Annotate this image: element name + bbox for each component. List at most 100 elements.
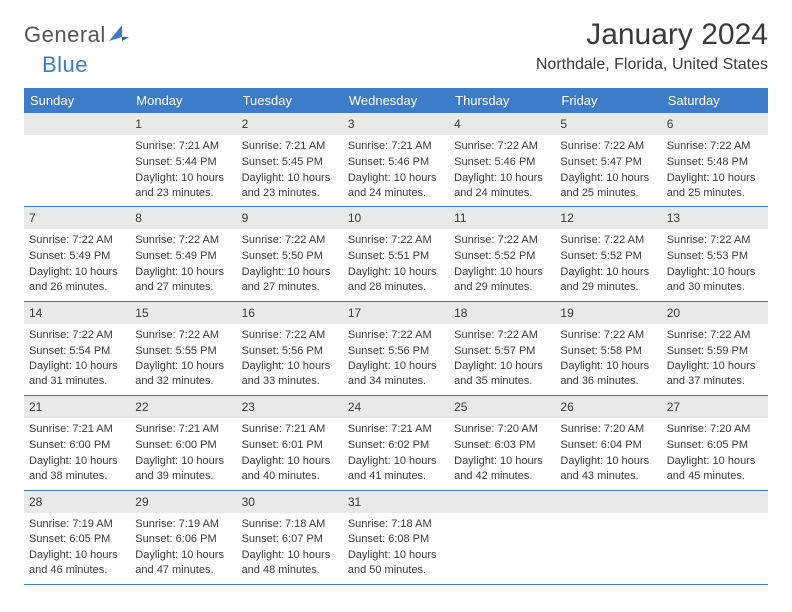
day-number: 24 (348, 398, 444, 416)
sunset-text: Sunset: 5:44 PM (135, 155, 231, 170)
sunset-text: Sunset: 6:08 PM (348, 532, 444, 547)
sunset-text: Sunset: 6:05 PM (29, 532, 125, 547)
daylight-text: Daylight: 10 hours and 39 minutes. (135, 454, 231, 484)
day-number-cell: 6 (662, 113, 768, 135)
sunset-text: Sunset: 5:58 PM (560, 344, 656, 359)
sunset-text: Sunset: 5:56 PM (348, 344, 444, 359)
day-cell: Sunrise: 7:19 AMSunset: 6:05 PMDaylight:… (24, 513, 130, 584)
sunrise-text: Sunrise: 7:21 AM (348, 139, 444, 154)
day-number: 20 (667, 304, 763, 322)
day-number-cell: 30 (237, 491, 343, 513)
sunset-text: Sunset: 6:04 PM (560, 438, 656, 453)
day-cell (662, 513, 768, 584)
sunrise-text: Sunrise: 7:22 AM (29, 233, 125, 248)
daylight-text: Daylight: 10 hours and 24 minutes. (348, 171, 444, 201)
sunrise-text: Sunrise: 7:22 AM (560, 328, 656, 343)
week-row: Sunrise: 7:19 AMSunset: 6:05 PMDaylight:… (24, 513, 768, 585)
day-number-cell: 28 (24, 491, 130, 513)
daylight-text: Daylight: 10 hours and 41 minutes. (348, 454, 444, 484)
day-number-row: 14151617181920 (24, 302, 768, 324)
sunrise-text: Sunrise: 7:21 AM (242, 422, 338, 437)
day-number: 22 (135, 398, 231, 416)
day-number-row: 21 22 23 24 2526 27 (24, 396, 768, 418)
sunrise-text: Sunrise: 7:22 AM (454, 233, 550, 248)
day-number-cell: 17 (343, 302, 449, 324)
sunset-text: Sunset: 5:59 PM (667, 344, 763, 359)
sunset-text: Sunset: 5:50 PM (242, 249, 338, 264)
day-number: 23 (242, 398, 338, 416)
day-number-cell: 8 (130, 207, 236, 229)
day-header: Saturday (662, 88, 768, 113)
day-number: 31 (348, 493, 444, 511)
day-cell: Sunrise: 7:20 AMSunset: 6:03 PMDaylight:… (449, 418, 555, 489)
sunrise-text: Sunrise: 7:22 AM (667, 328, 763, 343)
daylight-text: Daylight: 10 hours and 43 minutes. (560, 454, 656, 484)
day-number: 1 (135, 115, 231, 133)
sunrise-text: Sunrise: 7:22 AM (135, 328, 231, 343)
page: General January 2024 Northdale, Florida,… (0, 0, 792, 595)
daylight-text: Daylight: 10 hours and 45 minutes. (667, 454, 763, 484)
day-cell: Sunrise: 7:22 AMSunset: 5:55 PMDaylight:… (130, 324, 236, 395)
day-number: 7 (29, 209, 125, 227)
day-number: 17 (348, 304, 444, 322)
day-cell: Sunrise: 7:22 AMSunset: 5:54 PMDaylight:… (24, 324, 130, 395)
day-number-cell: 16 (237, 302, 343, 324)
week-row: Sunrise: 7:22 AM Sunset: 5:49 PM Daylight:… (24, 229, 768, 301)
day-cell: Sunrise: 7:22 AMSunset: 5:53 PMDaylight:… (662, 229, 768, 300)
daylight-text: Daylight: 10 hours and 25 minutes. (667, 171, 763, 201)
sunrise-text: Sunrise: 7:22 AM (242, 328, 338, 343)
day-cell: Sunrise: 7:21 AMSunset: 5:46 PMDaylight:… (343, 135, 449, 206)
sunrise-text: Sunrise: 7:20 AM (667, 422, 763, 437)
day-number: 5 (560, 115, 656, 133)
sunset-text: Sunset: 5:49 PM (135, 249, 231, 264)
day-number-cell: 31 (343, 491, 449, 513)
day-cell: Sunrise: 7:21 AMSunset: 5:44 PMDaylight:… (130, 135, 236, 206)
sunrise-text: Sunrise: 7:22 AM (454, 139, 550, 154)
day-cell: Sunrise: 7:22 AMSunset: 5:49 PMDaylight:… (24, 229, 130, 300)
daylight-text: Daylight: 10 hours and 37 minutes. (667, 359, 763, 389)
daylight-text: Daylight: 10 hours and 26 minutes. (29, 265, 125, 295)
sunrise-text: Sunrise: 7:21 AM (135, 422, 231, 437)
day-number-cell: 20 (662, 302, 768, 324)
day-number-cell: 14 (24, 302, 130, 324)
daylight-text: Daylight: 10 hours and 42 minutes. (454, 454, 550, 484)
day-number: 27 (667, 398, 763, 416)
sunset-text: Sunset: 6:03 PM (454, 438, 550, 453)
day-cell: Sunrise: 7:22 AMSunset: 5:52 PMDaylight:… (449, 229, 555, 300)
day-number-cell: 21 (24, 396, 130, 418)
sunset-text: Sunset: 5:45 PM (242, 155, 338, 170)
sunrise-text: Sunrise: 7:21 AM (135, 139, 231, 154)
day-cell: Sunrise: 7:22 AMSunset: 5:50 PMDaylight:… (237, 229, 343, 300)
sunset-text: Sunset: 6:05 PM (667, 438, 763, 453)
day-number-row: 123456 (24, 113, 768, 135)
day-number-cell: 25 (449, 396, 555, 418)
day-number-cell: 26 (555, 396, 661, 418)
brand-logo: General (24, 22, 130, 48)
day-cell: Sunrise: 7:20 AMSunset: 6:04 PMDaylight:… (555, 418, 661, 489)
sunrise-text: Sunrise: 7:22 AM (560, 139, 656, 154)
day-number: 13 (667, 209, 763, 227)
day-number: 10 (348, 209, 444, 227)
daylight-text: Daylight: 10 hours and 32 minutes. (135, 359, 231, 389)
day-cell: Sunrise: 7:21 AMSunset: 6:01 PMDaylight:… (237, 418, 343, 489)
day-number-cell: 3 (343, 113, 449, 135)
day-number-cell: 2 (237, 113, 343, 135)
brand-text-2: Blue (42, 52, 88, 77)
sunset-text: Sunset: 6:00 PM (29, 438, 125, 453)
daylight-text: Daylight: 10 hours and 48 minutes. (242, 548, 338, 578)
daylight-text: Daylight: 10 hours and 38 minutes. (29, 454, 125, 484)
day-cell: Sunrise: 7:21 AMSunset: 6:00 PMDaylight:… (24, 418, 130, 489)
day-cell: Sunrise: 7:22 AMSunset: 5:51 PMDaylight:… (343, 229, 449, 300)
sunset-text: Sunset: 5:48 PM (667, 155, 763, 170)
sunrise-text: Sunrise: 7:22 AM (348, 233, 444, 248)
day-number: 21 (29, 398, 125, 416)
day-cell: Sunrise: 7:20 AMSunset: 6:05 PMDaylight:… (662, 418, 768, 489)
day-number: 3 (348, 115, 444, 133)
daylight-text: Daylight: 10 hours and 30 minutes. (667, 265, 763, 295)
sunset-text: Sunset: 5:51 PM (348, 249, 444, 264)
sunrise-text: Sunrise: 7:18 AM (348, 517, 444, 532)
day-number-cell (555, 491, 661, 513)
daylight-text: Daylight: 10 hours and 23 minutes. (135, 171, 231, 201)
day-cell: Sunrise: 7:22 AMSunset: 5:46 PMDaylight:… (449, 135, 555, 206)
day-cell: Sunrise: 7:22 AMSunset: 5:47 PMDaylight:… (555, 135, 661, 206)
